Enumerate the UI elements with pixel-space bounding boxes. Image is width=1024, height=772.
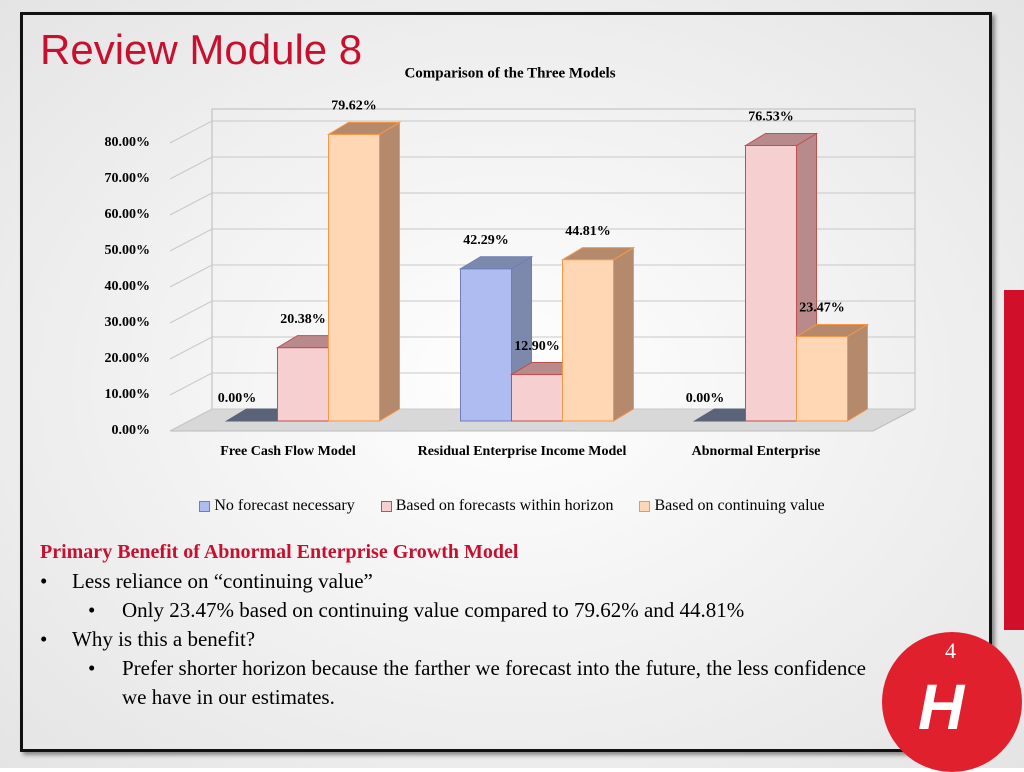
bar-front [328, 133, 380, 422]
bar-front [460, 268, 512, 422]
legend-swatch [639, 500, 651, 512]
y-tick-label: 80.00% [105, 135, 151, 150]
value-label: 20.38% [280, 312, 326, 327]
bar-side [613, 246, 634, 422]
y-tick-label: 40.00% [105, 279, 151, 294]
legend-swatch [380, 500, 392, 512]
heading: Primary Benefit of Abnormal Enterprise G… [40, 541, 519, 563]
accent-bar [1004, 290, 1024, 630]
value-label: 0.00% [686, 391, 725, 406]
x-tick-label: Abnormal Enterprise [691, 444, 821, 459]
legend-item: Based on forecasts within horizon [380, 497, 614, 515]
value-label: 44.81% [565, 224, 611, 239]
y-tick-label: 10.00% [105, 387, 151, 402]
legend-item: Based on continuing value [639, 497, 825, 515]
legend-label: Based on forecasts within horizon [395, 497, 614, 514]
grid-line [169, 336, 915, 360]
legend-swatch [199, 500, 211, 512]
value-label: 42.29% [463, 233, 509, 248]
bar-side [847, 323, 868, 422]
grid-line [169, 408, 915, 432]
grid-line [169, 120, 915, 144]
grid-line [169, 192, 915, 216]
legend-label: No forecast necessary [214, 497, 355, 514]
bar-front [277, 347, 329, 422]
slide-title: Review Module 8 [40, 26, 363, 73]
y-tick-label: 0.00% [112, 423, 151, 438]
x-tick-label: Residual Enterprise Income Model [417, 444, 627, 459]
sub-bullet: Prefer shorter horizon because the farth… [40, 654, 880, 712]
sub-bullet: Only 23.47% based on continuing value co… [40, 596, 880, 625]
legend-label: Based on continuing value [654, 497, 825, 514]
bar-top [458, 256, 534, 270]
bullet: Why is this a benefit? [40, 625, 880, 654]
text-body: Primary Benefit of Abnormal Enterprise G… [40, 538, 880, 712]
x-tick-label: Free Cash Flow Model [220, 444, 356, 459]
logo-mark: H [918, 671, 964, 743]
value-label: 12.90% [514, 339, 560, 354]
y-tick-label: 30.00% [105, 315, 151, 330]
value-label: 0.00% [218, 391, 257, 406]
bar-front [796, 336, 848, 422]
value-label: 76.53% [748, 110, 794, 125]
y-tick-label: 50.00% [105, 243, 151, 258]
bullet: Less reliance on “continuing value” [40, 567, 880, 596]
legend: No forecast necessary Based on forecasts … [0, 497, 1024, 515]
bar-side [379, 121, 400, 422]
chart-title: Comparison of the Three Models [404, 65, 615, 81]
slide-frame [20, 12, 992, 752]
grid-line [169, 300, 915, 324]
value-label: 23.47% [799, 301, 845, 316]
value-label: 79.62% [331, 99, 377, 114]
bar-top [326, 121, 402, 135]
bar-front [562, 259, 614, 422]
y-tick-label: 70.00% [105, 171, 151, 186]
page-number: 4 [945, 638, 956, 663]
bar-front [745, 144, 797, 422]
grid-line [169, 156, 915, 180]
bar-top [560, 247, 636, 261]
grid-line [169, 372, 915, 396]
y-tick-label: 60.00% [105, 207, 151, 222]
y-tick-label: 20.00% [105, 351, 151, 366]
logo-circle [882, 632, 1022, 772]
bar-front [511, 374, 563, 422]
grid-line [169, 264, 915, 288]
bar-top [743, 132, 819, 146]
grid-line [169, 228, 915, 252]
bar-top [794, 324, 870, 338]
legend-item: No forecast necessary [199, 497, 355, 515]
